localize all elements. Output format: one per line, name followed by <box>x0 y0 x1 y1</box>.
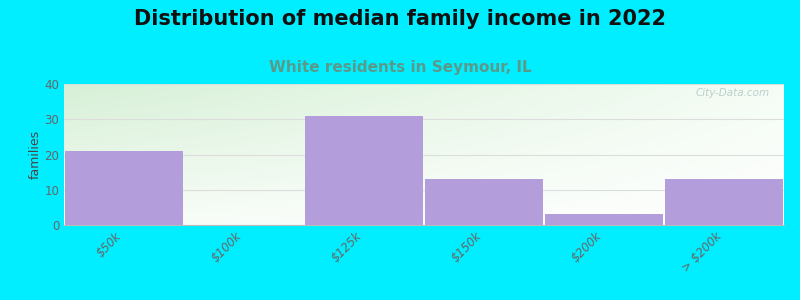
Y-axis label: families: families <box>29 130 42 179</box>
Text: City-Data.com: City-Data.com <box>695 88 770 98</box>
Bar <box>426 179 542 225</box>
Text: White residents in Seymour, IL: White residents in Seymour, IL <box>269 60 531 75</box>
Bar <box>546 214 663 225</box>
Bar <box>66 151 182 225</box>
Bar <box>306 116 422 225</box>
Bar <box>665 179 782 225</box>
Text: Distribution of median family income in 2022: Distribution of median family income in … <box>134 9 666 29</box>
